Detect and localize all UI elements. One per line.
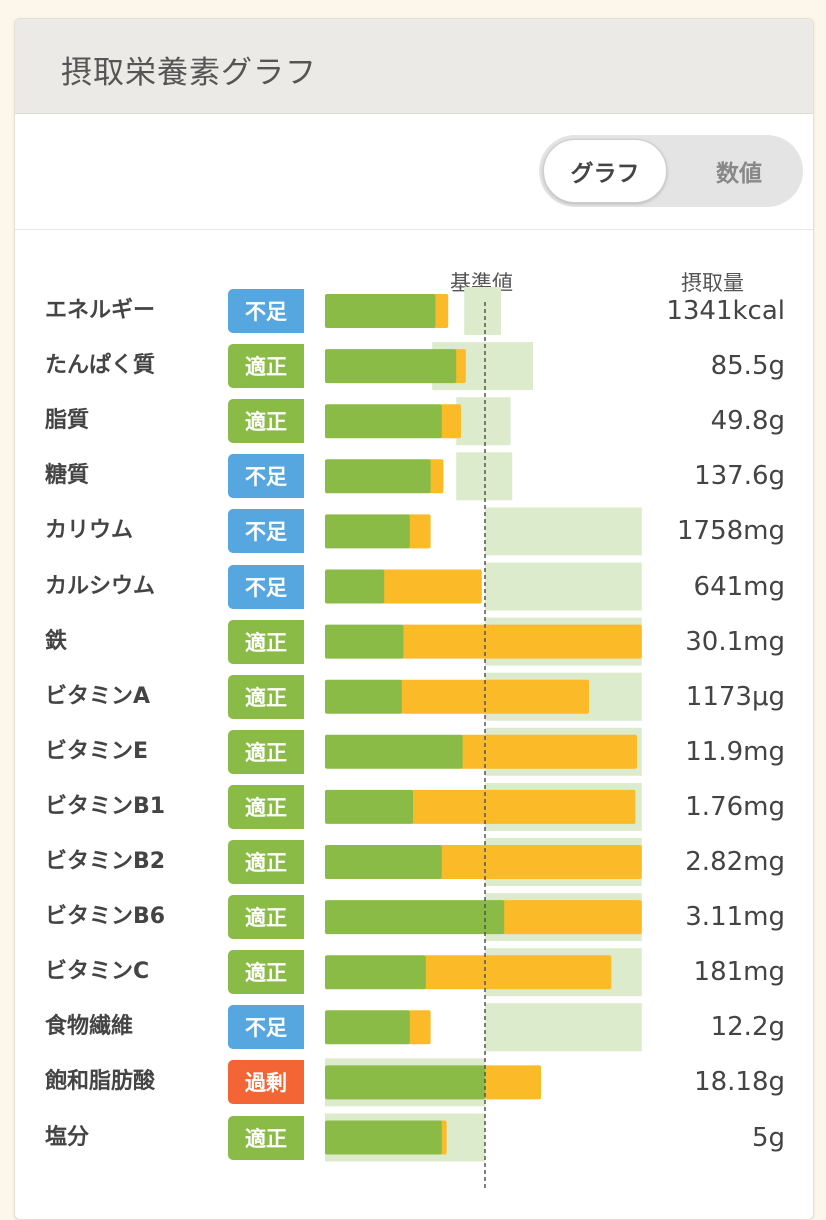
- intake-bar-main: [325, 1065, 485, 1100]
- intake-value: 30.1mg: [685, 626, 785, 657]
- nutrient-label: ビタミンE: [45, 738, 149, 764]
- view-toggle[interactable]: グラフ 数値: [539, 135, 803, 207]
- intake-bar-main: [325, 624, 404, 659]
- intake-value: 1.76mg: [685, 791, 785, 822]
- intake-value: 1341kcal: [666, 296, 785, 326]
- intake-value: 18.18g: [694, 1067, 785, 1098]
- intake-value: 2.82mg: [685, 847, 785, 877]
- intake-value: 5g: [751, 1122, 785, 1153]
- intake-bar-extra: [439, 404, 461, 439]
- status-badge: 不足: [228, 289, 304, 333]
- nutrient-label: ビタミンA: [45, 683, 151, 709]
- status-badge: 適正: [228, 840, 304, 884]
- card-header: 摂取栄養素グラフ: [15, 19, 813, 114]
- intake-bar-main: [325, 789, 413, 824]
- nutrient-chart: [325, 287, 642, 1189]
- nutrient-label: 脂質: [45, 408, 90, 434]
- nutrient-label: エネルギー: [45, 298, 156, 323]
- intake-bar-main: [325, 679, 402, 714]
- intake-value: 85.5g: [710, 351, 785, 382]
- intake-bar-main: [325, 459, 431, 494]
- intake-bar-extra: [407, 514, 431, 549]
- nutrient-label: ビタミンB2: [45, 849, 166, 874]
- intake-bar-extra: [411, 789, 636, 824]
- reference-range-bar: [485, 1003, 642, 1052]
- status-badge: 適正: [228, 950, 304, 995]
- status-badge: 適正: [228, 1115, 304, 1160]
- intake-bar-extra: [433, 294, 449, 328]
- intake-bar-main: [325, 845, 442, 879]
- intake-bar-main: [325, 1120, 442, 1155]
- nutrient-label: ビタミンB1: [45, 793, 166, 819]
- status-badge: 適正: [228, 399, 304, 444]
- intake-value: 1173μg: [685, 681, 785, 712]
- intake-bar-extra: [454, 349, 466, 384]
- intake-column-header: 摂取量: [681, 271, 744, 295]
- intake-value: 181mg: [693, 957, 785, 988]
- nutrient-graph-card: 摂取栄養素グラフ グラフ 数値 基準値 摂取量 エネルギー 不足 1341kcal た…: [14, 18, 814, 1220]
- nutrient-label: 鉄: [45, 628, 68, 654]
- nutrient-label: カリウム: [45, 518, 134, 544]
- intake-bar-main: [325, 955, 426, 990]
- intake-bar-extra: [460, 734, 637, 769]
- intake-bar-main: [325, 404, 442, 439]
- nutrient-label: ビタミンC: [45, 959, 150, 985]
- nutrient-label: 糖質: [45, 463, 90, 489]
- intake-bar-main: [325, 1010, 410, 1045]
- intake-bar-main: [325, 569, 385, 604]
- status-badge: 不足: [228, 509, 304, 554]
- divider: [15, 229, 813, 230]
- intake-bar-extra: [401, 624, 642, 659]
- intake-bar-extra: [399, 679, 589, 714]
- page-title: 摂取栄養素グラフ: [61, 55, 317, 91]
- reference-range-bar: [464, 287, 501, 335]
- intake-bar-extra: [423, 955, 612, 990]
- nutrient-label: たんぱく質: [45, 353, 156, 379]
- nutrient-label: 塩分: [45, 1124, 90, 1150]
- intake-bar-extra: [483, 1065, 541, 1100]
- intake-value: 49.8g: [710, 406, 785, 437]
- intake-bar-main: [325, 294, 436, 328]
- intake-bar-extra: [407, 1010, 431, 1045]
- status-badge: 不足: [228, 564, 304, 609]
- intake-bar-extra: [428, 459, 444, 494]
- reference-range-bar: [456, 452, 513, 501]
- intake-bar-extra: [439, 845, 642, 879]
- reference-range-bar: [485, 562, 642, 611]
- status-badge: 適正: [228, 784, 304, 829]
- reference-range-bar: [456, 397, 511, 446]
- numeric-toggle-button[interactable]: 数値: [716, 161, 762, 187]
- nutrient-label: ビタミンB6: [45, 904, 166, 930]
- nutrient-label: 食物繊維: [45, 1014, 134, 1040]
- nutrient-label: 飽和脂肪酸: [45, 1069, 156, 1095]
- status-badge: 適正: [228, 619, 304, 664]
- intake-value: 137.6g: [694, 461, 785, 492]
- intake-bar-main: [325, 900, 505, 935]
- intake-value: 3.11mg: [685, 902, 785, 933]
- intake-value: 1758mg: [677, 516, 785, 547]
- intake-bar-main: [325, 514, 410, 549]
- nutrient-label: カルシウム: [45, 573, 156, 599]
- status-badge: 適正: [228, 729, 304, 774]
- intake-bar-main: [325, 734, 463, 769]
- intake-bar-extra: [502, 900, 642, 935]
- intake-bar-extra: [382, 569, 482, 604]
- status-badge: 不足: [228, 1005, 304, 1050]
- status-badge: 適正: [228, 344, 304, 389]
- intake-value: 641mg: [693, 571, 785, 602]
- status-badge: 不足: [228, 454, 304, 499]
- intake-value: 12.2g: [710, 1012, 785, 1043]
- graph-toggle-button[interactable]: グラフ: [543, 139, 667, 203]
- reference-range-bar: [485, 507, 642, 556]
- status-badge: 過剰: [228, 1060, 304, 1105]
- intake-value: 11.9mg: [685, 736, 785, 767]
- status-badge: 適正: [228, 895, 304, 940]
- status-badge: 適正: [228, 674, 304, 719]
- intake-bar-main: [325, 349, 457, 384]
